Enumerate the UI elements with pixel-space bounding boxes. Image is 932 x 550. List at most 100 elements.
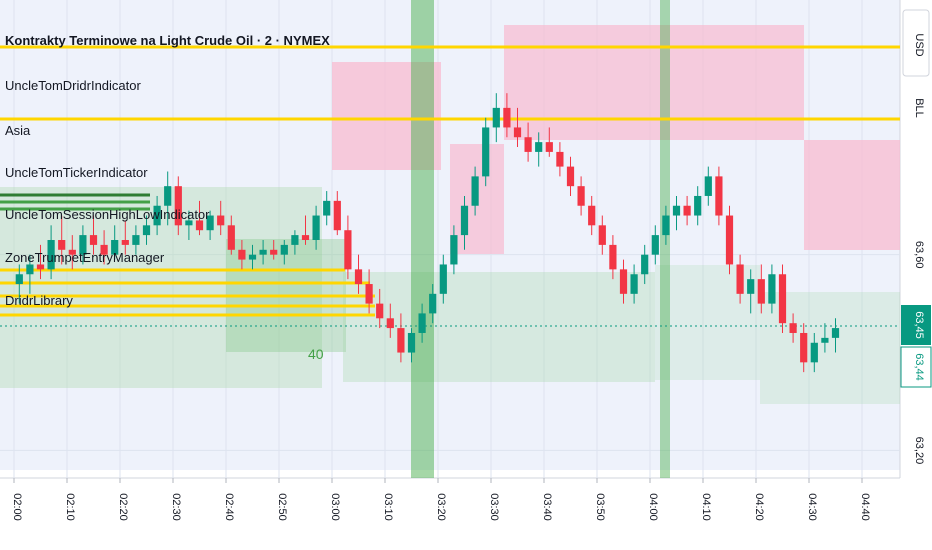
candle	[492, 93, 500, 143]
candle-body	[291, 235, 299, 245]
candle	[248, 244, 257, 270]
candle	[270, 240, 278, 260]
candle	[376, 288, 384, 329]
indicator-label[interactable]: UncleTomDridrIndicator	[5, 78, 141, 93]
x-tick-label: 03:30	[488, 493, 500, 521]
candle-body	[450, 235, 458, 265]
candle-body	[429, 293, 437, 314]
supply-zone	[504, 25, 804, 140]
candle	[15, 264, 23, 304]
x-tick-label: 02:20	[117, 493, 129, 521]
x-tick-label: 04:30	[806, 493, 818, 521]
candle-body	[185, 220, 193, 226]
candle	[450, 225, 458, 275]
candle	[598, 215, 606, 255]
candle-body	[58, 240, 66, 250]
candle	[460, 195, 469, 250]
candle-body	[800, 332, 808, 363]
candle-body	[524, 137, 532, 152]
candle	[312, 205, 320, 250]
candle	[238, 240, 246, 270]
candle	[111, 225, 119, 260]
x-tick-label: 04:00	[647, 493, 659, 521]
indicator-label[interactable]: Asia	[5, 123, 31, 138]
price-axis[interactable]: USD BLL 63,20 63,60 63,45 63,44	[900, 9, 932, 464]
candle-body	[513, 127, 522, 138]
candle-body	[810, 342, 818, 363]
candle-body	[270, 249, 278, 255]
legend: Kontrakty Terminowe na Light Crude Oil ·…	[5, 33, 330, 308]
demand-zone	[343, 272, 655, 382]
candle-body	[471, 176, 479, 206]
candle-body	[174, 186, 182, 226]
candle-body	[439, 264, 447, 294]
level-layer	[0, 45, 900, 327]
currency-box[interactable]	[902, 9, 930, 77]
candle-body	[747, 279, 755, 294]
candle-body	[683, 205, 691, 216]
candle	[588, 195, 596, 236]
candle	[482, 117, 490, 187]
y-tick-label: 63,60	[913, 241, 925, 269]
candle	[651, 225, 659, 265]
candle	[206, 210, 214, 240]
x-tick-label: 02:10	[64, 493, 76, 521]
candle	[662, 205, 670, 245]
indicator-label[interactable]: ZoneTrumpetEntryManager	[5, 250, 165, 265]
x-tick-label: 02:30	[170, 493, 182, 521]
currency-label[interactable]: USD	[913, 33, 925, 56]
x-tick-label: 04:10	[700, 493, 712, 521]
candle-body	[831, 328, 840, 338]
last-price-badge	[901, 305, 931, 345]
time-axis-background	[0, 470, 932, 550]
candle-body	[619, 269, 628, 294]
demand-zone	[655, 265, 760, 380]
indicator-label[interactable]: DridrLibrary	[5, 293, 73, 308]
candle	[439, 254, 447, 304]
candle	[100, 230, 108, 265]
candle	[195, 200, 204, 236]
x-tick-label: 02:00	[11, 493, 23, 521]
unit-label[interactable]: BLL	[913, 98, 925, 118]
candle-body	[206, 215, 214, 231]
candle-body	[715, 176, 723, 216]
x-tick-label: 04:40	[859, 493, 871, 521]
candle-body	[704, 176, 712, 196]
candle	[153, 195, 161, 236]
candle-body	[460, 205, 469, 236]
candle	[619, 259, 628, 304]
candle-body	[354, 269, 363, 285]
candle-body	[651, 235, 659, 255]
candle	[503, 93, 511, 138]
x-tick-label: 03:20	[435, 493, 447, 521]
candle-body	[588, 205, 596, 226]
time-axis[interactable]: 02:00 02:10 02:20 02:30 02:40 02:50 03:00 03:10…	[11, 478, 871, 521]
candle-body	[397, 328, 405, 353]
indicator-label[interactable]: UncleTomSessionHighLowIndicator	[5, 207, 210, 222]
candle-body	[662, 215, 670, 236]
bid-price-label: 63,44	[913, 353, 925, 381]
candle	[768, 264, 776, 314]
candle-body	[89, 235, 98, 245]
price-axis-background	[900, 0, 932, 550]
candle	[280, 240, 288, 265]
candle	[694, 186, 702, 226]
candle-body	[768, 274, 776, 304]
candle	[227, 215, 235, 255]
candle	[26, 254, 34, 294]
y-tick-layer: 63,20 63,60	[913, 241, 925, 464]
x-tick-label: 03:40	[541, 493, 553, 521]
candle	[778, 264, 787, 333]
symbol-title[interactable]: Kontrakty Terminowe na Light Crude Oil ·…	[5, 33, 330, 48]
candle-body	[503, 107, 511, 128]
candle	[47, 225, 55, 280]
candle	[333, 191, 341, 236]
candle	[545, 127, 553, 157]
candle-body	[344, 230, 352, 270]
indicator-label[interactable]: UncleTomTickerIndicator	[5, 165, 148, 180]
candle	[58, 215, 66, 265]
candle	[757, 264, 765, 314]
candle-body	[778, 274, 787, 324]
candle	[715, 166, 723, 226]
